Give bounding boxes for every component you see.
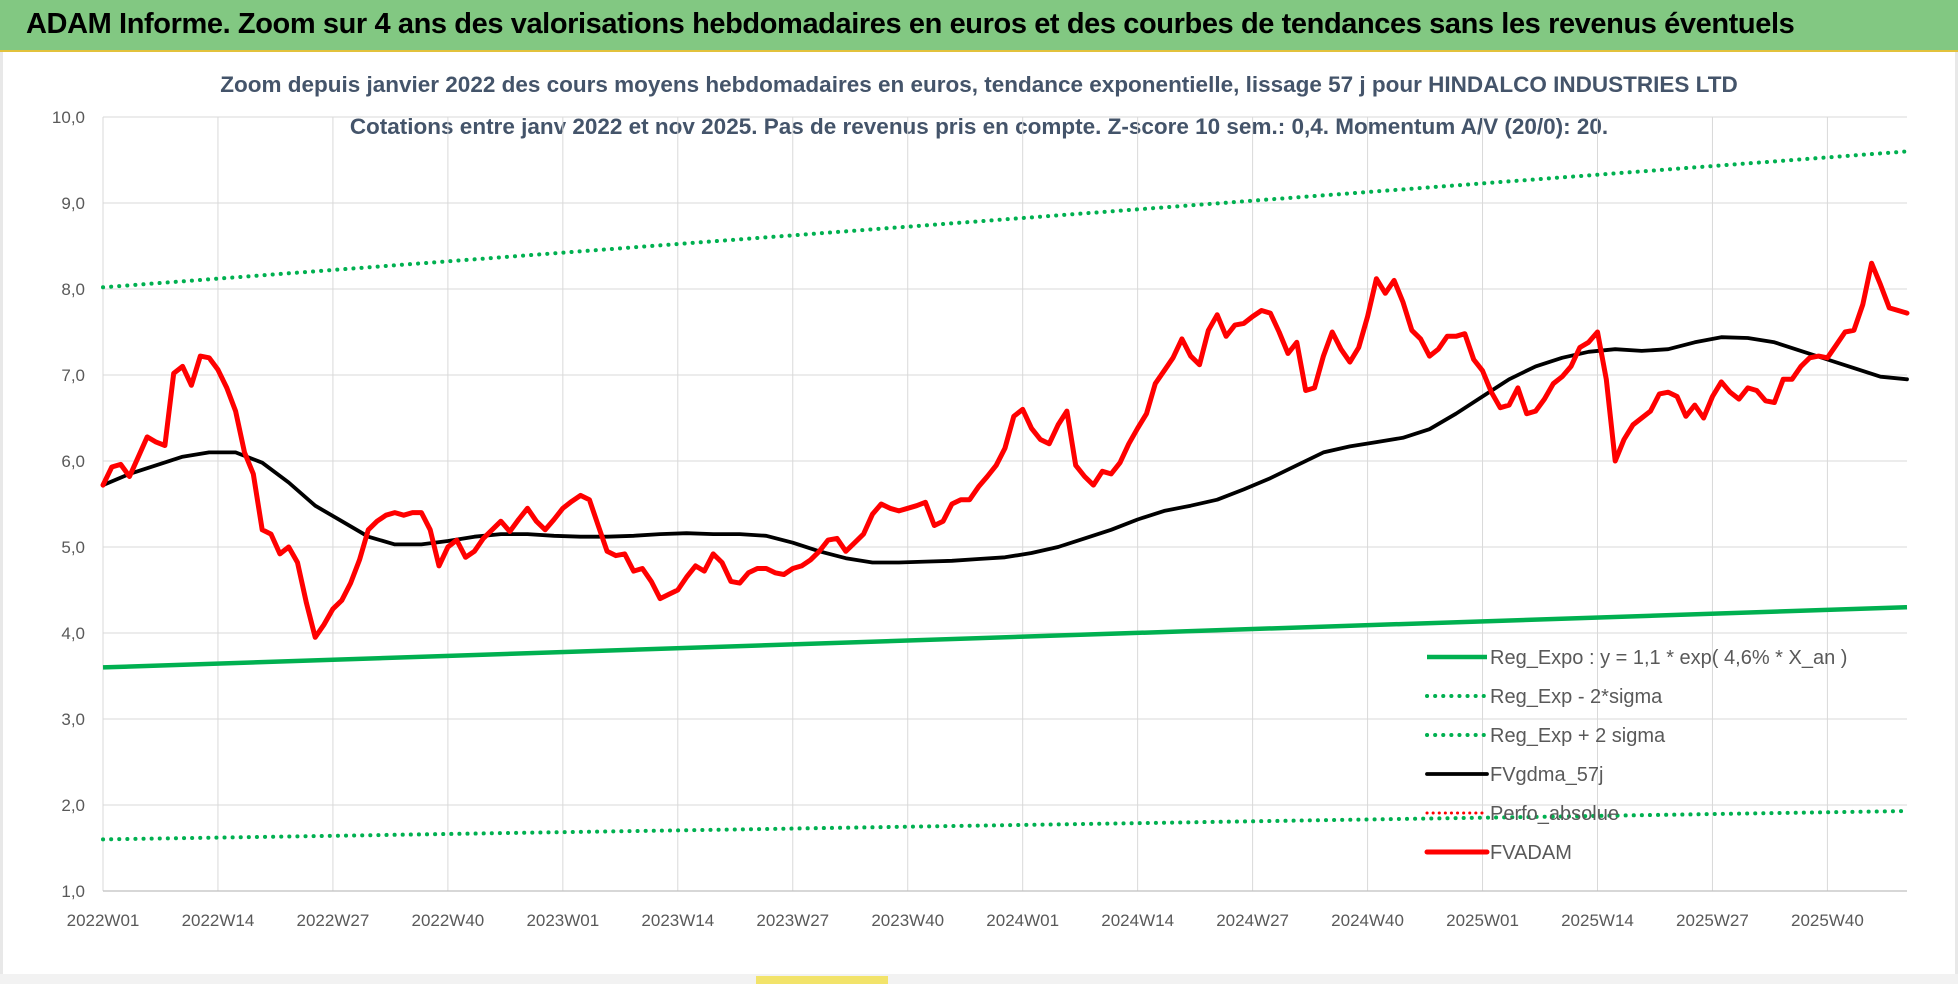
legend-label: Perfo_absolue xyxy=(1490,803,1619,825)
legend-label: Reg_Exp + 2 sigma xyxy=(1490,725,1666,747)
series-line-reg_expo xyxy=(102,604,1908,670)
x-tick-label: 2023W27 xyxy=(756,911,829,930)
grid-lines xyxy=(102,116,1907,892)
chart-title: Zoom depuis janvier 2022 des cours moyen… xyxy=(220,72,1737,97)
chart-area: Zoom depuis janvier 2022 des cours moyen… xyxy=(0,52,1958,984)
x-tick-label: 2022W27 xyxy=(297,911,370,930)
x-tick-label: 2024W40 xyxy=(1331,911,1404,930)
x-tick-label: 2025W14 xyxy=(1561,911,1634,930)
legend: Reg_Expo : y = 1,1 * exp( 4,6% * X_an ) R… xyxy=(1424,647,1847,864)
x-tick-label: 2023W14 xyxy=(641,911,714,930)
x-axis-ticks: 2022W01 2022W14 2022W27 2022W40 2023W01 2023W… xyxy=(67,911,1864,930)
series-lines xyxy=(100,149,1910,842)
report-title: ADAM Informe. Zoom sur 4 ans des valoris… xyxy=(26,8,1795,40)
line-chart: Zoom depuis janvier 2022 des cours moyen… xyxy=(52,72,1910,930)
y-tick-label: 3,0 xyxy=(61,710,85,729)
y-tick-label: 5,0 xyxy=(61,538,85,557)
y-tick-label: 4,0 xyxy=(61,624,85,643)
y-tick-label: 9,0 xyxy=(61,194,85,213)
y-tick-label: 8,0 xyxy=(61,280,85,299)
x-tick-label: 2023W01 xyxy=(526,911,599,930)
x-tick-label: 2022W01 xyxy=(67,911,140,930)
y-axis-ticks: 1,0 2,0 3,0 4,0 5,0 6,0 7,0 8,0 9,0 10,0 xyxy=(52,108,85,901)
bottom-bar xyxy=(0,974,1958,984)
x-tick-label: 2025W27 xyxy=(1676,911,1749,930)
legend-label: Reg_Expo : y = 1,1 * exp( 4,6% * X_an ) xyxy=(1490,647,1847,669)
series-line-reg_exp xyxy=(101,149,1909,290)
x-tick-label: 2022W40 xyxy=(411,911,484,930)
x-tick-label: 2024W01 xyxy=(986,911,1059,930)
series-line-reg_exp xyxy=(101,809,1909,842)
bottom-accent xyxy=(756,976,888,984)
legend-label: FVgdma_57j xyxy=(1490,764,1603,786)
chart-subtitle: Cotations entre janv 2022 et nov 2025. P… xyxy=(350,114,1608,139)
y-tick-label: 7,0 xyxy=(61,366,85,385)
series-line-fvgdma_57j xyxy=(101,335,1909,565)
series-line-fvadam xyxy=(100,260,1910,640)
x-tick-label: 2022W14 xyxy=(182,911,255,930)
x-tick-label: 2025W40 xyxy=(1791,911,1864,930)
x-tick-label: 2024W14 xyxy=(1101,911,1174,930)
x-tick-label: 2024W27 xyxy=(1216,911,1289,930)
legend-label: Reg_Exp - 2*sigma xyxy=(1490,686,1663,708)
y-tick-label: 1,0 xyxy=(61,882,85,901)
y-tick-label: 6,0 xyxy=(61,452,85,471)
legend-label: FVADAM xyxy=(1490,842,1572,864)
header-banner: ADAM Informe. Zoom sur 4 ans des valoris… xyxy=(0,0,1958,52)
x-tick-label: 2023W40 xyxy=(871,911,944,930)
x-tick-label: 2025W01 xyxy=(1446,911,1519,930)
y-tick-label: 2,0 xyxy=(61,796,85,815)
y-tick-label: 10,0 xyxy=(52,108,85,127)
